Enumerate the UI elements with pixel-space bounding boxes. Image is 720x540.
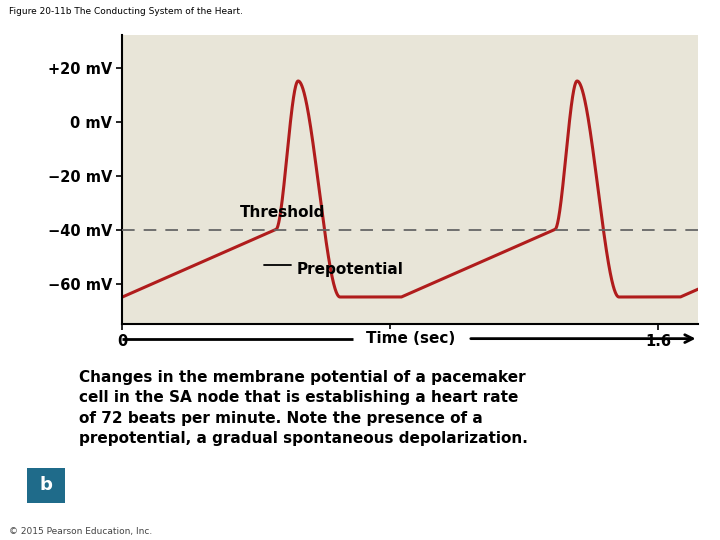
Text: Prepotential: Prepotential — [264, 262, 403, 277]
Text: Figure 20-11b The Conducting System of the Heart.: Figure 20-11b The Conducting System of t… — [9, 7, 243, 16]
Text: Threshold: Threshold — [240, 205, 325, 220]
Text: Time (sec): Time (sec) — [366, 331, 455, 346]
Text: b: b — [40, 476, 53, 495]
FancyBboxPatch shape — [27, 468, 65, 503]
Text: © 2015 Pearson Education, Inc.: © 2015 Pearson Education, Inc. — [9, 526, 152, 536]
Text: Changes in the membrane potential of a pacemaker
cell in the SA node that is est: Changes in the membrane potential of a p… — [79, 370, 528, 446]
